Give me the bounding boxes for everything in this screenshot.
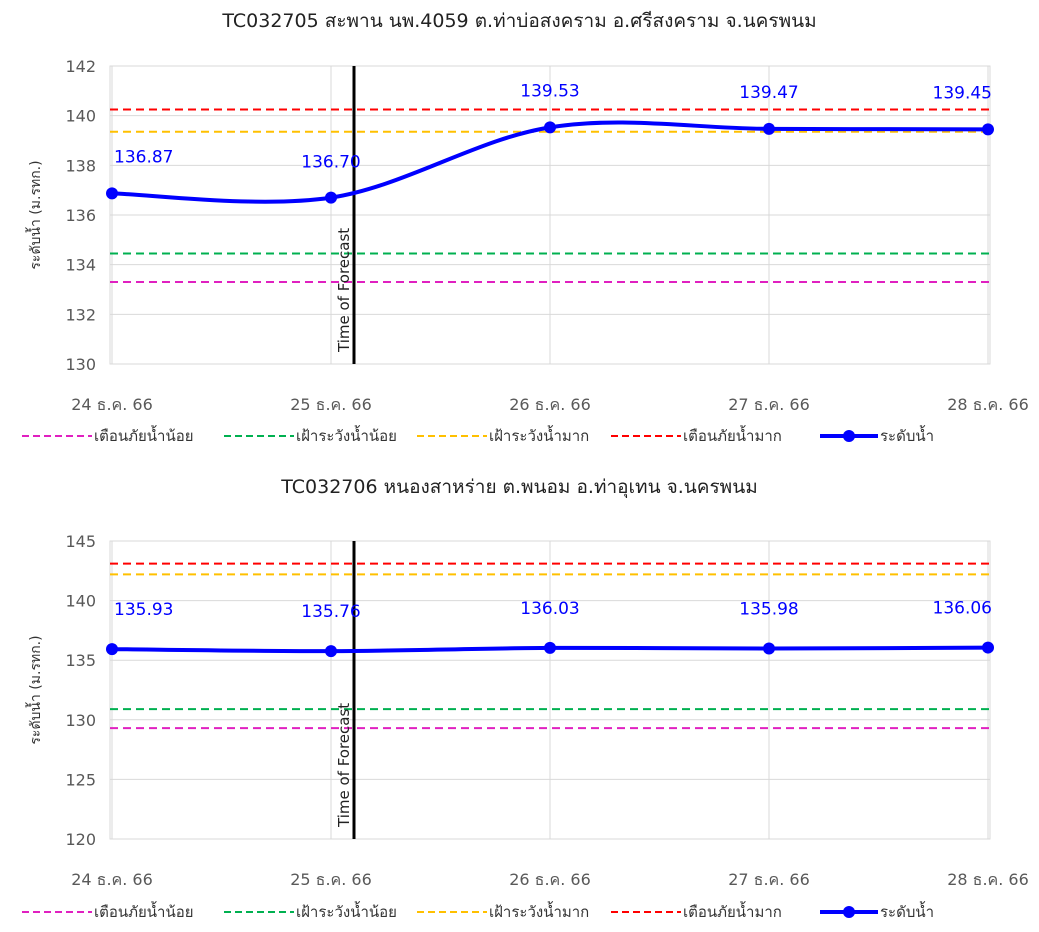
data-label: 136.03: [520, 599, 579, 619]
x-tick-label: 27 ธ.ค. 66: [728, 395, 810, 414]
legend-label: เฝ้าระวังน้ำน้อย: [296, 425, 397, 445]
data-label: 136.70: [301, 153, 360, 173]
legend-marker: [843, 430, 855, 442]
y-axis-label: ระดับน้ำ (ม.รทก.): [25, 635, 44, 744]
x-tick-label: 25 ธ.ค. 66: [290, 870, 372, 889]
chart-title: TC032706 หนองสาหร่าย ต.พนอม อ.ท่าอุเทน จ…: [281, 476, 758, 498]
y-tick-label: 140: [65, 592, 96, 611]
x-tick-label: 24 ธ.ค. 66: [71, 870, 153, 889]
data-point: [325, 191, 337, 204]
legend-label: เตือนภัยน้ำมาก: [683, 425, 782, 445]
y-tick-label: 145: [65, 532, 96, 551]
data-label: 136.06: [933, 599, 992, 619]
x-tick-label: 27 ธ.ค. 66: [728, 870, 810, 889]
y-tick-label: 142: [65, 57, 96, 76]
x-tick-label: 28 ธ.ค. 66: [947, 395, 1029, 414]
x-tick-label: 25 ธ.ค. 66: [290, 395, 372, 414]
x-tick-label: 26 ธ.ค. 66: [509, 395, 591, 414]
chart-2-plot: 120 125 130 135 140 145 24 ธ.ค. 66 25 ธ.ค. 66 26…: [22, 532, 1029, 921]
legend-label: เตือนภัยน้ำน้อย: [94, 425, 194, 445]
x-tick-label: 26 ธ.ค. 66: [509, 870, 591, 889]
chart-title: TC032705 สะพาน นพ.4059 ต.ท่าบ่อสงคราม อ.…: [222, 10, 817, 32]
forecast-label: Time of Forecast: [335, 228, 353, 353]
data-label: 136.87: [114, 147, 173, 167]
plot-frame: [109, 540, 991, 840]
forecast-label: Time of Forecast: [335, 703, 353, 828]
data-point: [325, 645, 337, 658]
legend-label: ระดับน้ำ: [880, 425, 934, 445]
y-tick-label: 135: [65, 651, 96, 670]
data-point: [106, 187, 118, 200]
chart-1-plot: 130 132 134 136 138 140 142 24 ธ.ค. 66 25 ธ.ค. 6…: [22, 57, 1029, 445]
y-tick-label: 125: [65, 770, 96, 789]
chart-1: TC032705 สะพาน นพ.4059 ต.ท่าบ่อสงคราม อ.…: [22, 10, 1029, 445]
x-tick-label: 28 ธ.ค. 66: [947, 870, 1029, 889]
y-tick-label: 130: [65, 355, 96, 374]
data-point: [763, 122, 775, 135]
chart-2: TC032706 หนองสาหร่าย ต.พนอม อ.ท่าอุเทน จ…: [0, 466, 1039, 932]
plot-frame: [109, 65, 991, 365]
y-tick-label: 120: [65, 830, 96, 849]
y-tick-label: 132: [65, 305, 96, 324]
data-point: [544, 121, 556, 134]
legend-label: เตือนภัยน้ำน้อย: [94, 901, 194, 921]
legend-marker: [843, 906, 855, 918]
y-tick-label: 138: [65, 156, 96, 175]
x-tick-label: 24 ธ.ค. 66: [71, 395, 153, 414]
legend-label: เฝ้าระวังน้ำมาก: [489, 425, 589, 445]
data-label: 139.53: [520, 81, 579, 101]
legend-label: เฝ้าระวังน้ำน้อย: [296, 901, 397, 921]
data-label: 135.98: [739, 600, 798, 620]
y-tick-label: 134: [65, 256, 96, 275]
data-point: [763, 642, 775, 655]
y-axis-label: ระดับน้ำ (ม.รทก.): [25, 160, 44, 269]
data-point: [982, 123, 994, 136]
y-tick-label: 136: [65, 206, 96, 225]
data-label: 139.45: [933, 83, 992, 103]
data-label: 135.93: [114, 600, 173, 620]
legend-label: ระดับน้ำ: [880, 901, 934, 921]
legend-label: เตือนภัยน้ำมาก: [683, 901, 782, 921]
legend-label: เฝ้าระวังน้ำมาก: [489, 901, 589, 921]
data-label: 135.76: [301, 602, 360, 622]
y-tick-label: 140: [65, 107, 96, 126]
data-point: [982, 641, 994, 654]
y-tick-label: 130: [65, 711, 96, 730]
data-point: [544, 641, 556, 654]
data-point: [106, 643, 118, 656]
data-label: 139.47: [739, 83, 798, 103]
